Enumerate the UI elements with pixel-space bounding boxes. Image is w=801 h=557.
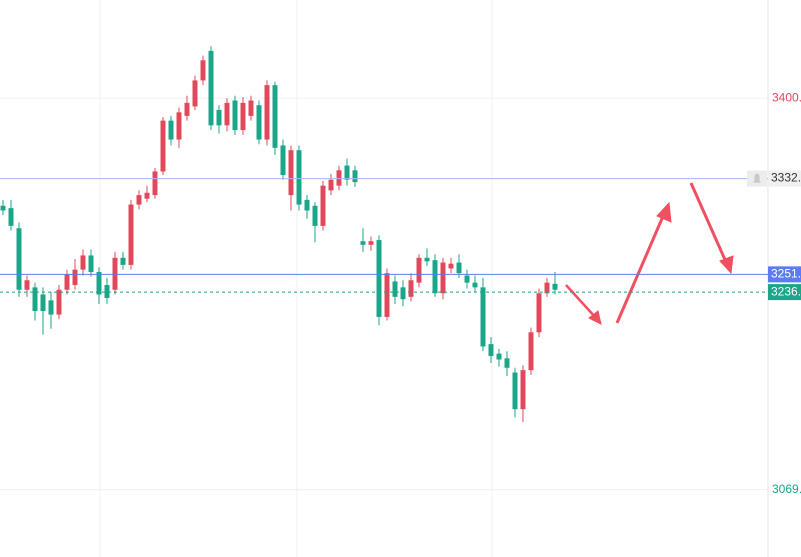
candle-body	[496, 353, 502, 360]
candle-body	[24, 280, 30, 290]
candle-body	[272, 85, 278, 148]
arrow	[689, 182, 728, 263]
candle-body	[512, 372, 518, 410]
y-tick-label: 3400.	[772, 90, 801, 104]
candle-body	[96, 271, 102, 295]
candle-body	[296, 150, 302, 205]
arrowhead	[719, 255, 734, 275]
candle-body	[440, 262, 446, 294]
candle-body	[88, 255, 94, 272]
candle-body	[544, 282, 550, 294]
candle-body	[168, 120, 174, 140]
candle-body	[432, 260, 438, 294]
price-label-box	[768, 266, 801, 283]
candle-body	[520, 370, 526, 410]
candle-body	[192, 80, 198, 107]
candle-body	[280, 145, 286, 176]
price-label: 3251.	[771, 267, 801, 281]
annotation-arrows	[565, 182, 734, 325]
candle-body	[136, 195, 142, 205]
y-tick-label: 3069.	[772, 482, 801, 496]
candle-body	[416, 257, 422, 283]
candle-body	[152, 171, 158, 196]
candle-body	[248, 100, 254, 116]
candle-body	[328, 179, 334, 191]
candle-body	[312, 205, 318, 226]
arrowhead	[588, 310, 602, 325]
candle-body	[408, 280, 414, 297]
price-label-box	[768, 170, 801, 187]
price-label-box	[768, 284, 801, 301]
candle-body	[320, 185, 326, 226]
candle-body	[104, 285, 110, 299]
candle-body	[176, 112, 182, 140]
arrow	[565, 284, 597, 319]
candle-body	[336, 170, 342, 186]
candle-body	[64, 274, 70, 290]
candle-body	[504, 358, 510, 368]
candle-body	[224, 102, 230, 126]
candle-body	[288, 150, 294, 196]
candle-body	[400, 287, 406, 300]
arrow	[615, 213, 666, 324]
candle-body	[208, 50, 214, 126]
candle-body	[528, 332, 534, 371]
bell-icon	[753, 173, 761, 183]
candle-body	[120, 257, 126, 265]
candle-body	[160, 120, 166, 172]
candle-body	[8, 208, 14, 226]
candle-body	[448, 263, 454, 269]
candle-body	[424, 257, 430, 262]
candle-body	[264, 85, 270, 140]
candle-body	[128, 204, 134, 265]
candle-body	[360, 241, 366, 245]
candle-body	[456, 262, 462, 274]
candle-body	[384, 273, 390, 317]
candle-body	[304, 199, 310, 211]
price-label: 3236.	[771, 284, 801, 298]
candle-body	[16, 228, 22, 290]
candle-body	[480, 287, 486, 347]
candle-body	[472, 282, 478, 288]
candle-body	[80, 255, 86, 270]
candle-body	[232, 100, 238, 131]
candle-body	[536, 293, 542, 333]
candle-body	[552, 283, 558, 290]
candle-body	[392, 281, 398, 297]
candle-body	[32, 287, 38, 312]
candle-body	[352, 170, 358, 183]
candle-body	[112, 257, 118, 290]
candle-body	[488, 344, 494, 356]
candle-body	[240, 102, 246, 131]
candle-body	[56, 289, 62, 315]
candle-body	[40, 294, 46, 312]
price-label: 3332.	[771, 171, 801, 185]
candle-body	[368, 241, 374, 245]
candle-body	[184, 102, 190, 116]
candle-body	[376, 240, 382, 317]
candle-body	[344, 165, 350, 180]
candle-body	[216, 109, 222, 126]
candle-body	[200, 60, 206, 81]
candle-body	[48, 300, 54, 315]
arrowhead	[656, 201, 672, 223]
candle-body	[0, 205, 6, 211]
candle-body	[256, 105, 262, 140]
candle-body	[464, 275, 470, 283]
candle-body	[144, 192, 150, 199]
candle-body	[72, 269, 78, 286]
